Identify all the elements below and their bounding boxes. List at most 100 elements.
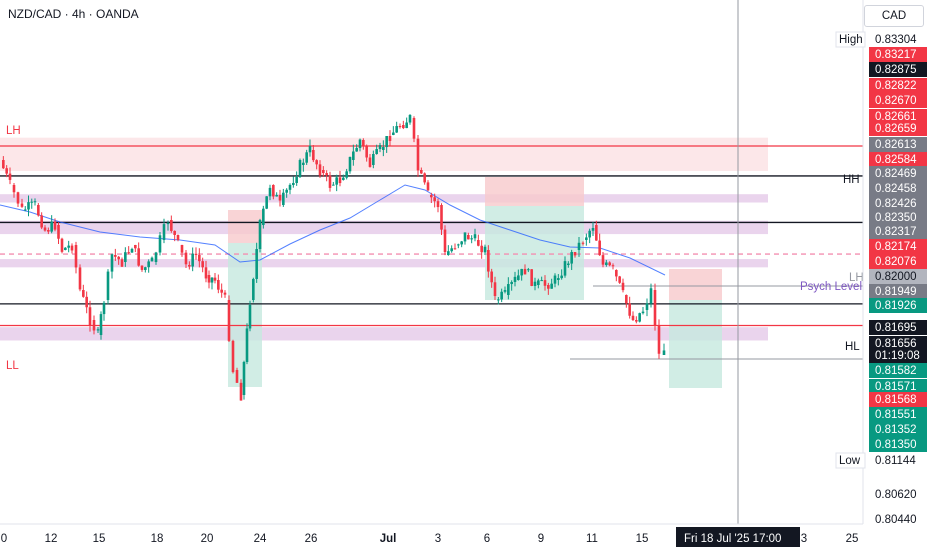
candle-body (82, 290, 85, 297)
candle-body (204, 267, 208, 279)
candle-body (130, 248, 134, 253)
time-tick-label: 11 (586, 533, 598, 545)
candle-body (608, 262, 611, 266)
candle-body (530, 269, 533, 286)
candle-body (23, 209, 27, 211)
zone-box (0, 259, 768, 268)
candle-body (96, 329, 100, 331)
candle-body (60, 238, 64, 252)
candle-body (467, 235, 470, 240)
candle-body (638, 313, 641, 322)
currency-selector[interactable]: CAD (864, 5, 924, 27)
price-label: 0.82174 (875, 241, 917, 253)
candle-body (120, 259, 124, 267)
zone-layer (0, 137, 768, 341)
price-label-bg (869, 284, 927, 299)
position-box (669, 300, 722, 388)
candle-body (2, 160, 5, 169)
candle-body (420, 170, 423, 174)
candle-body (298, 160, 302, 178)
candle-body (662, 350, 666, 355)
candle-body (124, 252, 127, 262)
candle-body (577, 242, 581, 250)
candle-body (440, 205, 443, 230)
crosshair-time-label: Fri 18 Jul '25 17:00 (684, 533, 781, 545)
candle-body (588, 230, 591, 238)
candle-body (288, 184, 292, 190)
candle-body (436, 201, 440, 208)
price-tag: High (839, 34, 863, 46)
candle-body (227, 300, 231, 341)
candle-body (134, 245, 137, 249)
candle-body (53, 221, 57, 230)
price-label: 0.82584 (875, 154, 917, 166)
candle-body (480, 245, 483, 253)
candle-body (487, 250, 490, 272)
candle-body (210, 277, 214, 283)
moving-average (0, 184, 666, 276)
candle-body (8, 173, 12, 180)
price-label-bg (869, 348, 927, 363)
zone-box (0, 327, 768, 341)
candle-body (382, 147, 385, 150)
candle-body (102, 302, 106, 315)
candle-body (170, 220, 173, 231)
price-label-bg (869, 453, 927, 468)
position-box (669, 269, 722, 300)
price-label: 0.81568 (875, 394, 917, 406)
candle-body (453, 248, 457, 250)
candle-body (430, 195, 433, 198)
price-tag-bg (835, 452, 866, 469)
annotation-label: HH (843, 174, 860, 186)
candle-body (114, 255, 117, 257)
candle-body (85, 296, 88, 308)
candle-body (201, 261, 204, 268)
candle-body (625, 295, 628, 304)
annotation-label: LH (849, 272, 864, 284)
candle-body (275, 195, 278, 197)
candle-body (194, 253, 198, 255)
candle-body (92, 320, 96, 331)
time-tick-label: 18 (151, 533, 164, 545)
candle-body (570, 251, 573, 264)
candle-body (493, 282, 497, 297)
candle-body (312, 150, 315, 161)
candle-body (635, 320, 638, 322)
price-label-bg (869, 320, 927, 335)
candle-body (450, 248, 453, 252)
candle-body (547, 285, 550, 289)
candle-body (621, 282, 625, 291)
candle-body (140, 265, 144, 270)
candle-body (282, 192, 285, 205)
price-label-bg (869, 363, 927, 378)
price-label-bg (869, 166, 927, 181)
candle-body (173, 230, 176, 235)
time-tick-label: 20 (201, 533, 214, 545)
candle-body (385, 136, 388, 148)
price-label-bg (869, 392, 927, 407)
price-label-bg (869, 93, 927, 108)
candle-body (272, 185, 275, 197)
candle-body (292, 182, 295, 185)
candle-body (70, 245, 74, 251)
price-label-bg (869, 78, 927, 93)
candle-body (144, 267, 147, 270)
price-label: 0.81949 (875, 286, 917, 298)
price-label: 0.81695 (875, 322, 917, 334)
candle-body (615, 270, 618, 277)
price-label: 0.82661 (875, 111, 917, 123)
candle-body (657, 325, 661, 354)
candle-body (533, 281, 537, 286)
candle-body (497, 299, 500, 301)
candle-body (338, 177, 342, 184)
price-label-bg (869, 152, 927, 167)
candle-body (223, 292, 227, 295)
candle-body (191, 253, 194, 267)
price-label: 0.80620 (875, 489, 917, 501)
candle-body (78, 267, 82, 290)
candle-body (345, 171, 348, 178)
candle-body (213, 277, 217, 281)
time-axis: 0 12 15 18 20 24 26 Jul 3 6 9 11 15 3 25 Fri 18 Jul '25… (1, 527, 858, 547)
candle-body (154, 252, 158, 262)
